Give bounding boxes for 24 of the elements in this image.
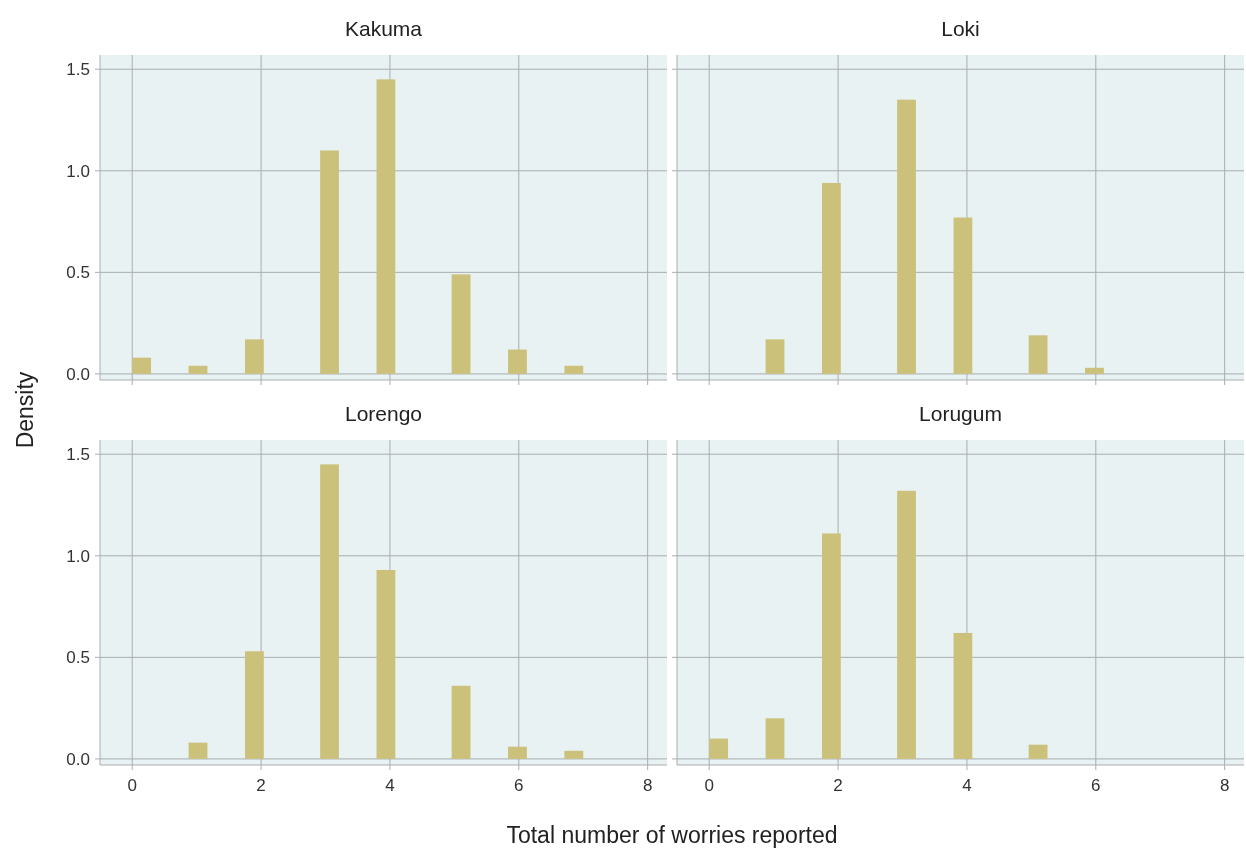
- y-tick-label: 1.0: [66, 546, 90, 566]
- x-tick-label: 8: [1219, 776, 1230, 795]
- x-tick-label: 0: [704, 776, 714, 795]
- y-tick-label: 1.5: [66, 60, 90, 80]
- y-tick-label: 0.5: [66, 648, 90, 668]
- chart-title: Lorugum: [919, 402, 1002, 425]
- chart-title: Kakuma: [344, 17, 423, 40]
- chart-title: Loki: [941, 17, 980, 40]
- x-tick-label: 6: [514, 776, 524, 795]
- y-tick-label: 1.0: [66, 161, 90, 181]
- y-tick-label: 0.0: [66, 364, 90, 384]
- x-tick-label: 4: [962, 776, 972, 795]
- chart-title: Lorengo: [344, 402, 423, 425]
- x-tick-label: 8: [642, 776, 653, 795]
- x-tick-label: 2: [833, 776, 843, 795]
- y-axis-title: Density: [12, 371, 38, 449]
- x-tick-label: 0: [127, 776, 137, 795]
- y-tick-label: 0.0: [66, 749, 90, 769]
- x-axis-title: Total number of worries reported: [506, 822, 838, 848]
- y-tick-label: 0.5: [66, 263, 90, 283]
- y-tick-label: 1.5: [66, 445, 90, 465]
- x-tick-label: 4: [385, 776, 395, 795]
- x-tick-label: 6: [1091, 776, 1101, 795]
- x-tick-label: 2: [256, 776, 266, 795]
